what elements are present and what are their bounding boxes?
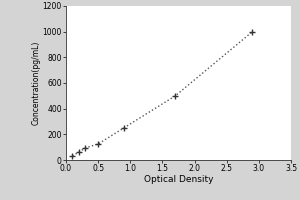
Y-axis label: Concentration(pg/mL): Concentration(pg/mL): [32, 41, 41, 125]
X-axis label: Optical Density: Optical Density: [144, 175, 213, 184]
